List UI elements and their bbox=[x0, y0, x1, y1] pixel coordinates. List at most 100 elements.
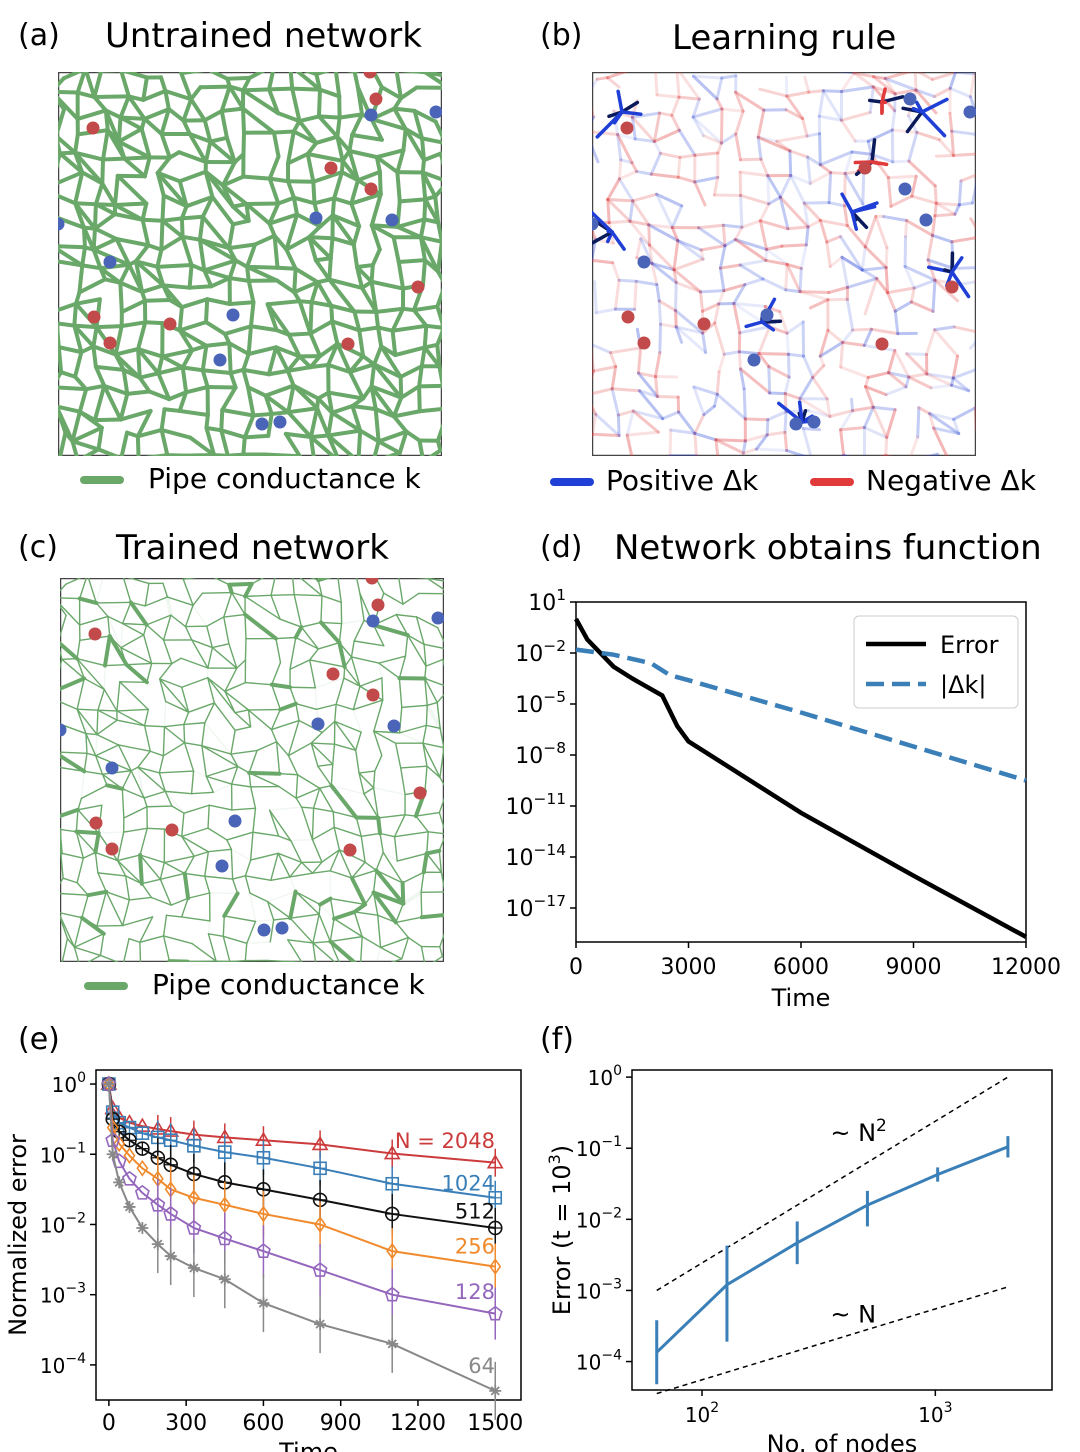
guide-line bbox=[656, 1076, 1009, 1292]
red-node bbox=[87, 310, 101, 324]
marker-star bbox=[187, 1262, 200, 1274]
legend-swatch-positive bbox=[550, 478, 594, 486]
chart-f-ytick-label: 10−3 bbox=[576, 1276, 622, 1303]
chart-f-frame bbox=[631, 1069, 1053, 1391]
marker-pentagon bbox=[122, 1170, 137, 1186]
legend-swatch-conductance-c bbox=[84, 982, 128, 990]
marker-pentagon bbox=[384, 1286, 400, 1302]
marker-plus bbox=[488, 1221, 502, 1235]
chart-e-xtick-label: 0 bbox=[102, 1411, 116, 1436]
marker-diamond bbox=[314, 1216, 327, 1233]
chart-d-legend bbox=[853, 615, 1019, 709]
chart-e-ytick-label: 10−2 bbox=[40, 1210, 86, 1237]
panel-a-title: Untrained network bbox=[105, 16, 422, 56]
chart-d-ytick-label: 10−2 bbox=[515, 637, 566, 667]
network-edges bbox=[592, 72, 976, 456]
red-node bbox=[620, 121, 634, 135]
marker-diamond bbox=[386, 1242, 399, 1260]
marker-plus bbox=[187, 1139, 200, 1152]
marker-diamond bbox=[123, 1147, 136, 1165]
panel-a-label: (a) bbox=[18, 18, 60, 53]
blue-node bbox=[963, 105, 976, 119]
marker-star bbox=[164, 1250, 177, 1263]
blue-node bbox=[789, 417, 803, 431]
red-node bbox=[371, 598, 385, 612]
legend-positive: Positive Δk bbox=[606, 464, 759, 497]
marker-diamond bbox=[218, 1196, 231, 1214]
marker-triangle bbox=[383, 1144, 401, 1160]
network-nodes bbox=[60, 578, 444, 937]
series-label: 64 bbox=[468, 1354, 495, 1378]
series-line bbox=[107, 1083, 496, 1315]
chart-d-xtick-label: 6000 bbox=[773, 955, 829, 980]
blue-node bbox=[747, 353, 761, 367]
network-edges bbox=[58, 72, 442, 456]
marker-star bbox=[218, 1273, 231, 1286]
chart-e-frame bbox=[95, 1069, 522, 1401]
red-node bbox=[365, 578, 379, 585]
network-nodes bbox=[592, 92, 976, 431]
chart-e-xtick-label: 600 bbox=[242, 1411, 284, 1436]
legend-conductance-a: Pipe conductance k bbox=[148, 462, 421, 495]
blue-node bbox=[275, 921, 289, 935]
legend-label: Error bbox=[940, 631, 999, 659]
red-node bbox=[411, 280, 425, 294]
red-node bbox=[363, 72, 377, 79]
guide-label: ~ N bbox=[830, 1300, 876, 1328]
chart-f-xlabel: No. of nodes bbox=[767, 1430, 918, 1452]
series-label: 256 bbox=[455, 1235, 495, 1259]
chart-d-xtick-label: 9000 bbox=[886, 955, 942, 980]
chart-d-ytick-label: 10−11 bbox=[506, 790, 566, 820]
panel-d-label: (d) bbox=[540, 530, 583, 565]
red-node bbox=[163, 317, 177, 331]
untrained-network-image bbox=[58, 72, 442, 456]
panel-b-title: Learning rule bbox=[672, 18, 897, 58]
blue-node bbox=[213, 353, 227, 367]
guide-label: ~ N2 bbox=[830, 1116, 887, 1147]
red-node bbox=[326, 667, 340, 681]
blue-node bbox=[898, 182, 912, 196]
chart-d-ytick-label: 101 bbox=[528, 586, 566, 616]
panel-d-title: Network obtains function bbox=[614, 528, 1042, 568]
legend-label: |Δk| bbox=[940, 671, 987, 699]
chart-f-ytick-label: 10−1 bbox=[576, 1134, 622, 1161]
blue-node bbox=[366, 614, 380, 628]
blue-node bbox=[311, 717, 325, 731]
blue-node bbox=[60, 723, 67, 737]
red-node bbox=[366, 688, 380, 702]
marker-star bbox=[123, 1200, 136, 1213]
marker-plus bbox=[135, 1142, 149, 1156]
series-label: 1024 bbox=[442, 1171, 495, 1195]
chart-e-ytick-label: 10−1 bbox=[40, 1140, 86, 1167]
marker-plus bbox=[314, 1162, 327, 1175]
blue-node bbox=[807, 415, 821, 429]
marker-plus bbox=[136, 1127, 149, 1140]
marker-triangle bbox=[486, 1154, 504, 1169]
chart-e-ytick-label: 100 bbox=[52, 1070, 86, 1097]
series-dk-line bbox=[575, 647, 1027, 783]
marker-star bbox=[314, 1318, 327, 1331]
trained-network-image bbox=[60, 578, 444, 962]
panel-b-label: (b) bbox=[540, 18, 583, 53]
chart-d: 101 10−2 10−5 10−8 10−11 10−14 10−17 0 3000 6000 9… bbox=[506, 586, 1061, 1010]
marker-plus bbox=[385, 1207, 399, 1221]
red-node bbox=[637, 336, 651, 350]
chart-e-ytick-label: 10−4 bbox=[40, 1351, 86, 1378]
marker-diamond bbox=[489, 1258, 502, 1275]
learning-rule-image bbox=[592, 72, 976, 456]
blue-node bbox=[103, 255, 117, 269]
chart-f-xtick-label: 102 bbox=[685, 1400, 719, 1427]
marker-star bbox=[102, 1078, 115, 1091]
series-line bbox=[107, 1083, 496, 1229]
red-node bbox=[945, 280, 959, 294]
series-label: 512 bbox=[455, 1199, 495, 1223]
chart-e-ylabel: Normalized error bbox=[4, 1134, 32, 1336]
blue-node bbox=[431, 611, 444, 625]
blue-node bbox=[903, 92, 917, 106]
chart-f-ylabel: Error (t = 103) bbox=[545, 1145, 576, 1315]
series-error-line bbox=[655, 1145, 1009, 1354]
marker-pentagon bbox=[150, 1196, 166, 1212]
marker-pentagon bbox=[134, 1184, 150, 1200]
marker-star bbox=[113, 1176, 126, 1189]
blue-node bbox=[58, 217, 65, 231]
